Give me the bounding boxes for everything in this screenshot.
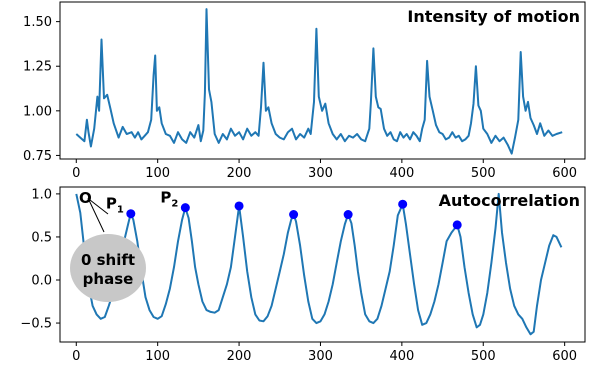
autocorrelation-ticks: 0 100 200 300 400 500 600 −0.5 0.0 0.5 1.0 (20, 187, 577, 364)
intensity-subplot: 0 100 200 300 400 500 600 0.75 1.00 1.25 1.50 Inte… (23, 1, 586, 181)
x-tick-label: 0 (72, 349, 80, 364)
x-tick-label: 200 (227, 349, 252, 364)
intensity-line (75, 8, 563, 155)
zero-shift-phase-bubble (70, 234, 146, 302)
x-tick-label: 100 (145, 166, 170, 181)
peak-marker (180, 203, 190, 213)
peak-marker (289, 210, 299, 220)
peak-label-subscript: 2 (171, 199, 178, 210)
y-tick-label: 1.25 (23, 60, 52, 75)
annotation-pointer-line (87, 197, 105, 233)
x-tick-label: 300 (308, 349, 333, 364)
x-tick-label: 600 (552, 166, 577, 181)
x-tick-label: 600 (552, 349, 577, 364)
x-tick-label: 0 (72, 166, 80, 181)
y-tick-label: 1.00 (23, 104, 52, 119)
peak-marker (126, 209, 136, 219)
y-tick-label: 1.50 (23, 15, 52, 30)
peak-marker (343, 210, 353, 220)
peak-marker (398, 199, 408, 209)
y-tick-label: 0.0 (31, 274, 52, 289)
x-tick-label: 500 (471, 349, 496, 364)
intensity-title: Intensity of motion (407, 7, 580, 26)
x-tick-label: 100 (145, 349, 170, 364)
annotation-pointer-line-2 (89, 199, 109, 215)
autocorrelation-title: Autocorrelation (439, 191, 580, 210)
x-tick-label: 500 (471, 166, 496, 181)
peak-marker (452, 220, 462, 230)
zero-shift-phase-line2: phase (83, 270, 134, 288)
y-tick-label: 0.5 (31, 230, 52, 245)
zero-shift-phase-line1: 0 shift (81, 251, 135, 269)
x-tick-label: 300 (308, 166, 333, 181)
x-tick-label: 200 (227, 166, 252, 181)
y-tick-label: 1.0 (31, 187, 52, 202)
peak-marker (234, 201, 244, 211)
y-tick-label: −0.5 (20, 317, 52, 332)
y-tick-label: 0.75 (23, 149, 52, 164)
autocorrelation-line (75, 192, 563, 336)
intensity-ticks: 0 100 200 300 400 500 600 0.75 1.00 1.25 1.50 (23, 15, 577, 181)
x-tick-label: 400 (389, 166, 414, 181)
origin-label: O (79, 189, 92, 207)
peak-label-subscript: 1 (117, 205, 124, 216)
x-tick-label: 400 (389, 349, 414, 364)
